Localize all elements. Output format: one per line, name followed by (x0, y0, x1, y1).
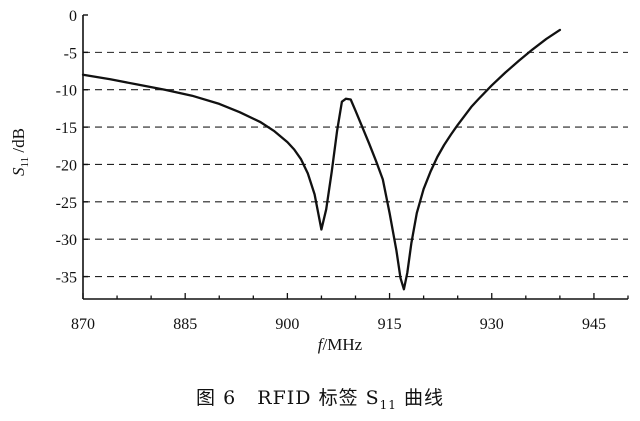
y-tick-labels: 0 -5 -10 -15 -20 -25 -30 -35 (56, 8, 77, 287)
x-tick-label: 945 (582, 316, 606, 333)
figure-caption: 图 6 RFID 标签 S11 曲线 (0, 383, 640, 412)
y-tick-label: -5 (64, 45, 77, 62)
y-tick-label: -20 (56, 157, 77, 174)
y-tick-label: -35 (56, 270, 77, 287)
gridlines (83, 51, 628, 278)
figure-number: 图 6 (196, 387, 237, 409)
x-axis-label-unit: /MHz (323, 335, 363, 354)
x-axis-label-f: f (318, 335, 325, 354)
series-line-s11 (81, 28, 562, 291)
y-tick-label: -30 (56, 232, 77, 249)
y-tick-label: -25 (56, 195, 77, 212)
y-axis-label-main: S (9, 167, 28, 176)
y-axis-label-unit: /dB (9, 128, 28, 157)
caption-text: RFID 标签 S (257, 387, 380, 409)
x-axis-label: f/MHz (318, 335, 363, 354)
y-axis-label: S11 /dB (9, 128, 31, 176)
caption-subscript: 11 (379, 397, 397, 412)
x-tick-label: 900 (275, 316, 299, 333)
x-tick-label: 870 (71, 316, 95, 333)
x-tick-labels: 870 885 900 915 930 945 (71, 316, 606, 333)
x-tick-label: 930 (480, 316, 504, 333)
y-tick-label: 0 (69, 8, 77, 25)
x-tick-label: 915 (378, 316, 402, 333)
y-tick-label: -10 (56, 83, 77, 100)
y-tick-label: -15 (56, 120, 77, 137)
axes (82, 14, 629, 300)
series (81, 28, 562, 291)
x-tick-label: 885 (173, 316, 197, 333)
y-axis-label-sub: 11 (19, 157, 31, 168)
caption-text-end: 曲线 (396, 387, 444, 409)
